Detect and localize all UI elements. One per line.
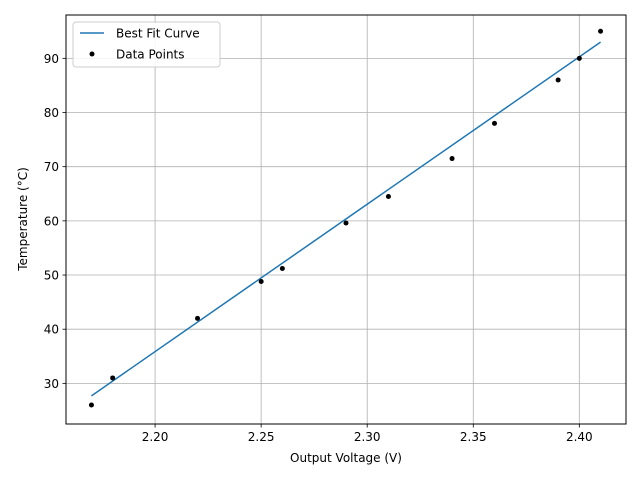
y-tick-label: 40 — [44, 323, 59, 337]
data-point — [195, 315, 201, 321]
legend-label-best-fit: Best Fit Curve — [116, 27, 200, 41]
data-point — [576, 55, 582, 61]
data-point — [449, 156, 455, 162]
data-point — [279, 266, 285, 272]
x-tick-label: 2.30 — [354, 430, 381, 444]
data-point — [491, 120, 497, 126]
legend-label-data-points: Data Points — [116, 48, 185, 62]
best-fit-line — [91, 41, 601, 397]
plot-frame — [65, 14, 627, 425]
y-tick-label: 30 — [44, 377, 59, 391]
legend: Best Fit Curve Data Points — [72, 21, 221, 68]
y-tick-label: 70 — [44, 160, 59, 174]
data-point — [110, 375, 116, 381]
x-tick-label: 2.35 — [460, 430, 487, 444]
x-axis-label: Output Voltage (V) — [290, 451, 402, 465]
data-point — [385, 193, 391, 199]
y-tick-label: 60 — [44, 214, 59, 228]
data-point — [258, 279, 264, 285]
x-tick-label: 2.25 — [248, 430, 275, 444]
y-tick-label: 80 — [44, 106, 59, 120]
data-point — [343, 220, 349, 226]
x-tick-label: 2.40 — [566, 430, 593, 444]
plot-series — [88, 28, 604, 408]
y-tick-label: 50 — [44, 269, 59, 283]
data-point — [598, 28, 604, 34]
legend-marker-swatch — [89, 51, 95, 57]
data-point — [555, 77, 561, 83]
axis-ticks: 2.20 2.25 2.30 2.35 2.40 30 40 50 60 70 80 90 — [44, 52, 593, 444]
y-tick-label: 90 — [44, 52, 59, 66]
legend-box — [72, 21, 221, 68]
x-tick-label: 2.20 — [142, 430, 169, 444]
data-point — [88, 402, 94, 408]
y-axis-label: Temperature (°C) — [16, 167, 30, 272]
